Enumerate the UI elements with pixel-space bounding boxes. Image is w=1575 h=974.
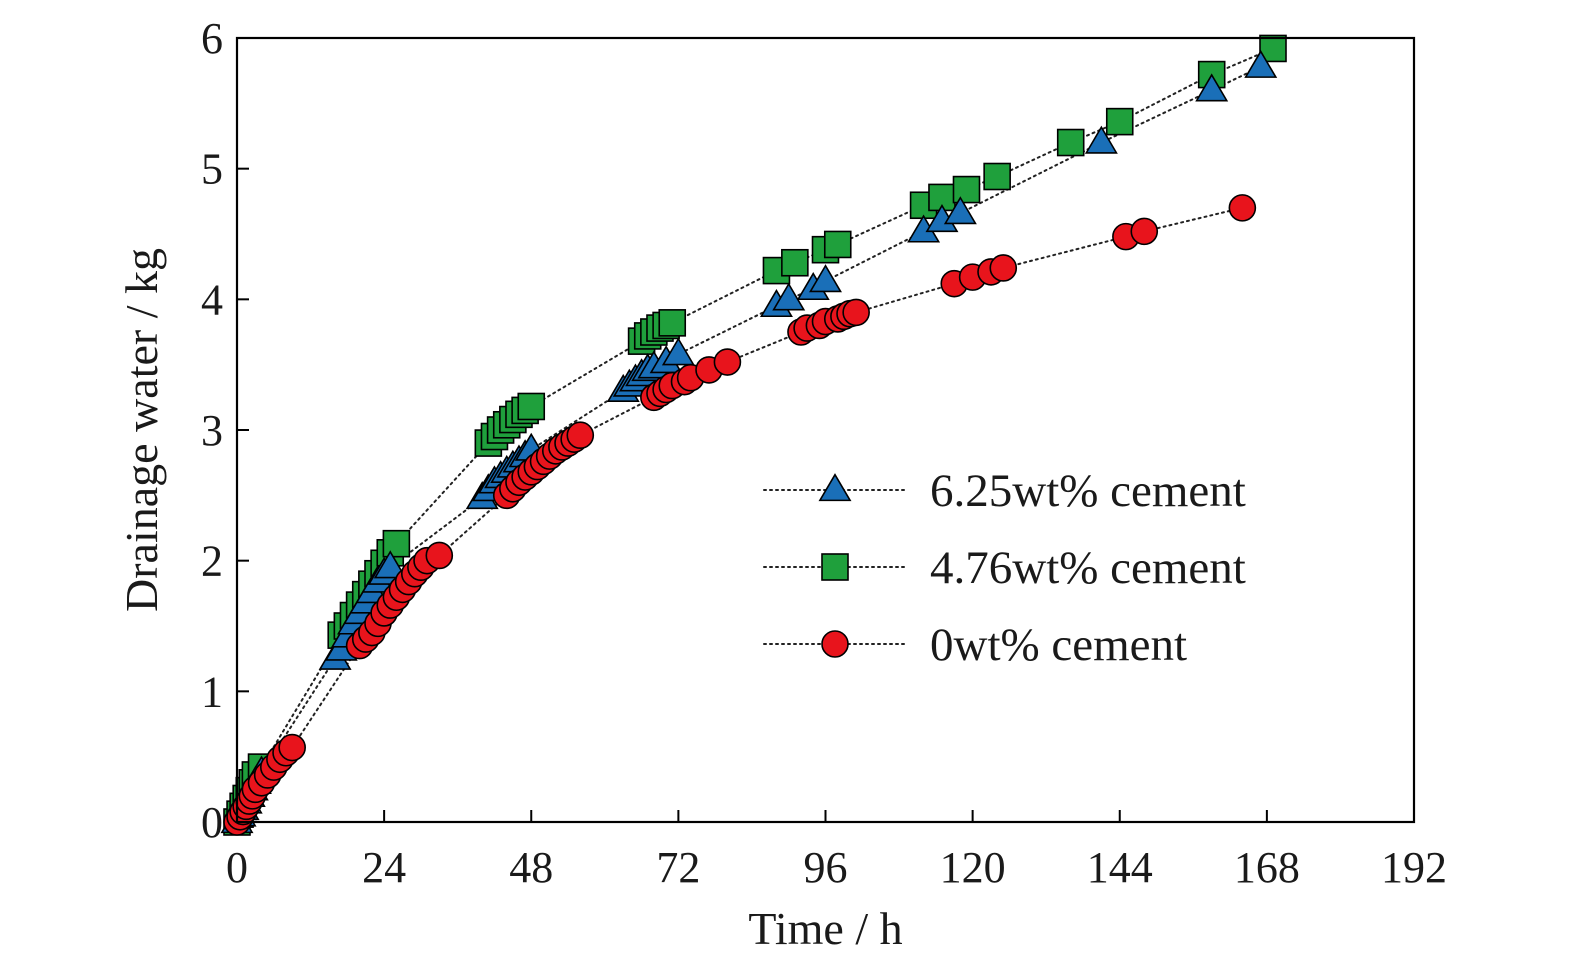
legend-marker-triangle bbox=[818, 473, 852, 502]
square-marker bbox=[382, 529, 411, 558]
triangle-marker bbox=[661, 337, 695, 366]
y-tick-label: 0 bbox=[201, 798, 223, 847]
x-tick-label: 72 bbox=[656, 843, 700, 892]
square-marker bbox=[1105, 107, 1134, 136]
circle-marker bbox=[1130, 217, 1159, 246]
y-tick-label: 1 bbox=[201, 667, 223, 716]
fit-lines bbox=[236, 47, 1275, 823]
x-tick-label: 144 bbox=[1087, 843, 1153, 892]
series-circle bbox=[223, 194, 1257, 836]
y-axis-title: Drainage water / kg bbox=[116, 248, 167, 612]
circle-marker bbox=[425, 541, 454, 570]
series-triangle bbox=[220, 49, 1278, 834]
triangle-marker bbox=[373, 550, 407, 579]
square-marker bbox=[1056, 128, 1085, 157]
triangle-marker bbox=[943, 196, 977, 225]
circle-marker bbox=[842, 298, 870, 327]
circle-marker bbox=[566, 421, 595, 450]
x-tick-label: 96 bbox=[804, 843, 848, 892]
series-square bbox=[223, 34, 1287, 836]
circle-marker bbox=[713, 348, 742, 376]
fit-line-triangle bbox=[236, 65, 1262, 823]
circle-marker bbox=[278, 733, 306, 762]
triangle-marker bbox=[809, 264, 842, 293]
y-tick-label: 2 bbox=[201, 537, 223, 586]
y-tick-label: 3 bbox=[201, 406, 223, 455]
tick-labels: 0 24 48 72 96 120 144 168 192 0 1 2 3 4 5 6 bbox=[201, 14, 1447, 892]
x-tick-label: 120 bbox=[940, 843, 1006, 892]
x-tick-label: 0 bbox=[226, 843, 248, 892]
square-marker bbox=[658, 309, 687, 337]
circle-marker bbox=[1228, 194, 1257, 222]
triangle-marker bbox=[1195, 73, 1229, 102]
legend-marker-square bbox=[821, 553, 849, 581]
legend-label: 6.25wt% cement bbox=[930, 465, 1246, 517]
x-tick-label: 48 bbox=[509, 843, 553, 892]
square-marker bbox=[823, 230, 852, 259]
data-markers bbox=[220, 34, 1287, 836]
axis-ticks bbox=[236, 37, 1415, 823]
legend: 6.25wt% cement 4.76wt% cement 0wt% cement bbox=[763, 465, 1246, 671]
legend-marker-circle bbox=[821, 630, 849, 658]
x-tick-label: 24 bbox=[362, 843, 406, 892]
triangle-marker bbox=[1244, 49, 1278, 78]
square-marker bbox=[781, 248, 809, 277]
legend-label: 0wt% cement bbox=[930, 619, 1187, 671]
plot-frame bbox=[235, 36, 1416, 824]
y-tick-label: 6 bbox=[201, 14, 223, 63]
circle-marker bbox=[989, 254, 1018, 282]
y-tick-label: 5 bbox=[201, 145, 223, 194]
legend-label: 4.76wt% cement bbox=[930, 542, 1246, 594]
x-tick-label: 168 bbox=[1234, 843, 1300, 892]
triangle-marker bbox=[772, 282, 806, 311]
triangle-marker bbox=[1084, 125, 1118, 154]
fit-line-square bbox=[236, 47, 1275, 823]
square-marker bbox=[983, 162, 1011, 191]
square-marker bbox=[952, 175, 981, 204]
square-marker bbox=[517, 392, 546, 421]
x-axis-title: Time / h bbox=[748, 903, 902, 954]
x-tick-label: 192 bbox=[1381, 843, 1447, 892]
y-tick-label: 4 bbox=[201, 275, 223, 324]
